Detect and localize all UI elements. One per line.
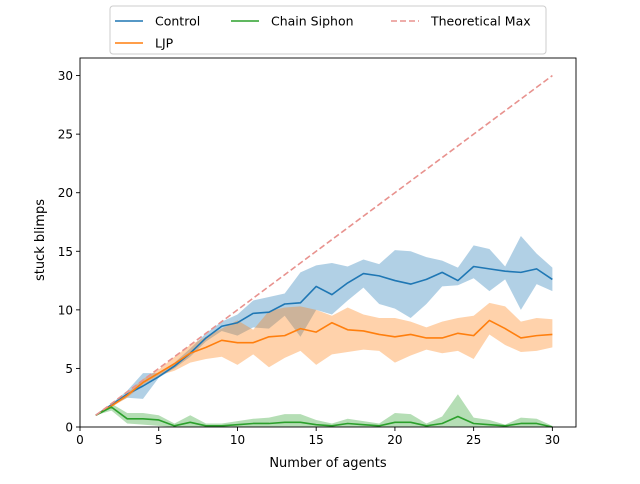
- x-tick-label: 30: [545, 433, 560, 447]
- y-tick-label: 0: [65, 421, 73, 435]
- x-axis-label: Number of agents: [269, 456, 387, 471]
- legend-box: [109, 5, 547, 55]
- ljp-line: [95, 319, 553, 416]
- control-band: [95, 236, 553, 416]
- legend-label-ljp: LJP: [155, 36, 174, 51]
- x-tick-label: 15: [309, 433, 324, 447]
- plot-frame: [79, 57, 577, 428]
- y-axis-label: stuck blimps: [33, 199, 48, 281]
- x-tick-label: 25: [466, 433, 481, 447]
- legend: Control LJP Chain Siphon Theoretical Max: [109, 5, 547, 55]
- legend-label-chain-siphon: Chain Siphon: [271, 14, 354, 29]
- control-line: [95, 265, 553, 416]
- x-tick-label: 5: [155, 433, 163, 447]
- chain-siphon-band: [95, 394, 553, 427]
- legend-label-control: Control: [155, 14, 200, 29]
- legend-label-theoretical-max: Theoretical Max: [430, 14, 531, 29]
- chain-siphon-line: [95, 406, 553, 428]
- y-tick-label: 5: [65, 362, 73, 376]
- theoretical-max-line: [95, 74, 553, 416]
- confidence-bands: [95, 236, 553, 427]
- x-tick-label: 0: [76, 433, 84, 447]
- y-tick-label: 20: [58, 186, 73, 200]
- y-tick-label: 30: [58, 69, 73, 83]
- x-tick-label: 20: [387, 433, 402, 447]
- y-tick-label: 10: [58, 303, 73, 317]
- y-tick-label: 15: [58, 245, 73, 259]
- series-lines: [95, 74, 553, 428]
- ljp-band: [95, 302, 553, 416]
- y-tick-label: 25: [58, 128, 73, 142]
- x-tick-label: 10: [230, 433, 245, 447]
- axes: 0 5 10 15 20 25 30 0 5 10 15 20 25 30: [58, 57, 577, 447]
